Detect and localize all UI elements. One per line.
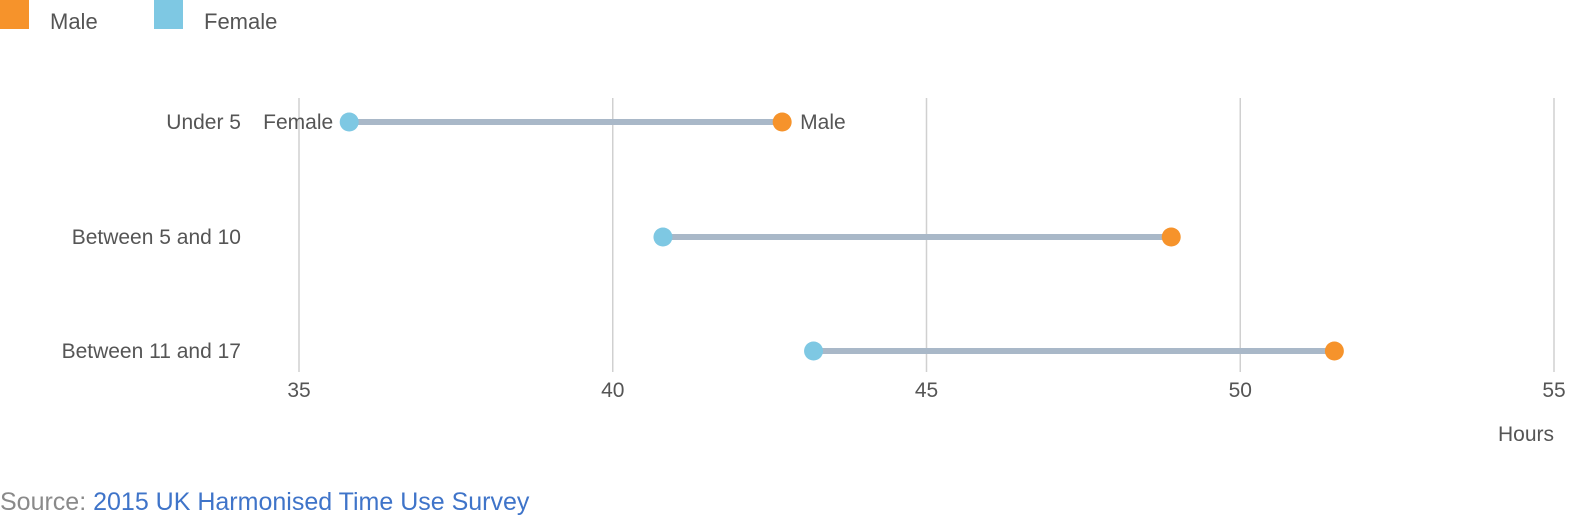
point-female-2[interactable] [804, 341, 824, 361]
chart-labels: 35 40 45 50 55 Hours Under 5 Between 5 and 10 Be… [62, 111, 1566, 446]
source-prefix: Source: [0, 488, 94, 516]
chart-marks [339, 112, 1344, 361]
point-label-male: Male [800, 111, 846, 134]
legend-swatch-male[interactable] [0, 0, 29, 29]
legend-swatch-female[interactable] [154, 0, 183, 29]
point-male-0[interactable] [772, 112, 792, 132]
source-note: Source: 2015 UK Harmonised Time Use Surv… [0, 488, 529, 517]
point-male-1[interactable] [1161, 227, 1181, 247]
x-tick-label-50: 50 [1229, 379, 1252, 402]
category-label-0: Under 5 [166, 111, 241, 134]
point-male-2[interactable] [1324, 341, 1344, 361]
x-tick-label-35: 35 [287, 379, 310, 402]
category-label-1: Between 5 and 10 [72, 226, 241, 249]
source-link[interactable]: 2015 UK Harmonised Time Use Survey [93, 488, 530, 516]
legend: Male Female [0, 0, 277, 34]
x-tick-label-40: 40 [601, 379, 624, 402]
point-label-female: Female [263, 111, 333, 134]
dumbbell-chart: Male Female 35 40 45 50 55 Hours Under 5 Between… [0, 0, 1566, 446]
x-tick-label-55: 55 [1542, 379, 1565, 402]
x-tick-label-45: 45 [915, 379, 938, 402]
point-female-1[interactable] [653, 227, 673, 247]
category-label-2: Between 11 and 17 [62, 340, 241, 363]
x-axis-title: Hours [1498, 423, 1554, 446]
point-female-0[interactable] [339, 112, 359, 132]
legend-label-female[interactable]: Female [204, 9, 277, 34]
legend-label-male[interactable]: Male [50, 9, 98, 34]
